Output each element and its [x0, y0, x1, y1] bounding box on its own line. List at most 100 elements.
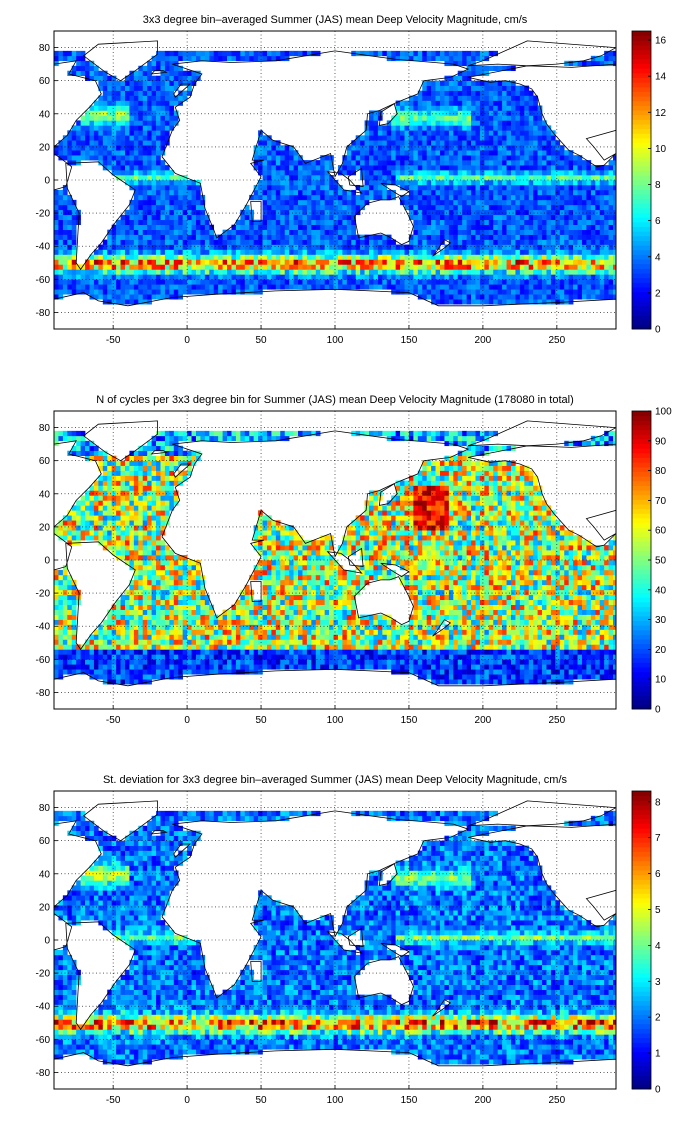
heat-cell [408, 180, 414, 186]
heat-cell [377, 145, 383, 151]
heat-cell [337, 184, 343, 191]
heat-cell [524, 105, 530, 111]
heat-cell [333, 274, 339, 280]
heat-cell [293, 199, 299, 206]
heat-cell [417, 239, 423, 245]
heat-cell [515, 135, 521, 141]
heat-cell [120, 599, 126, 605]
heat-cell [564, 60, 569, 67]
heat-cell [71, 624, 77, 630]
heat-cell [231, 229, 237, 235]
heat-cell [164, 204, 170, 211]
heat-cell [391, 55, 396, 62]
heat-cell [466, 269, 472, 275]
heat-cell [369, 140, 374, 146]
heat-cell [466, 214, 472, 221]
heat-cell [102, 80, 108, 86]
heat-cell [222, 239, 228, 245]
heat-cell [599, 189, 605, 196]
heat-cell [422, 259, 427, 265]
heat-cell [262, 170, 268, 176]
heat-cell [488, 284, 494, 290]
heat-cell [244, 229, 250, 235]
heat-cell [200, 279, 206, 285]
heat-cell [116, 170, 121, 176]
heat-cell [533, 284, 538, 290]
heat-cell [373, 264, 379, 270]
heat-cell [200, 259, 206, 265]
coastline [150, 70, 168, 75]
heat-cell [369, 120, 374, 126]
heat-cell [577, 229, 583, 235]
heat-cell [253, 234, 259, 240]
heat-cell [377, 150, 383, 156]
heat-cell [426, 140, 432, 146]
heat-cell [120, 224, 126, 230]
heat-cell [102, 649, 108, 655]
heat-cell [138, 229, 144, 235]
heat-cell [71, 589, 77, 596]
heat-cell [120, 490, 126, 496]
heat-cell [129, 160, 135, 166]
heat-cell [306, 224, 312, 230]
heat-cell [111, 249, 117, 255]
heat-cell [599, 204, 605, 211]
heat-cell [76, 435, 81, 442]
colorbar-swatch [632, 166, 651, 172]
heat-cell [604, 214, 609, 221]
heat-cell [62, 135, 68, 141]
heat-cell [164, 110, 170, 116]
heat-cell [284, 254, 290, 260]
heat-cell [506, 130, 512, 136]
heat-cell [448, 199, 454, 206]
heat-cell [324, 175, 330, 181]
heat-cell [129, 510, 135, 516]
heat-cell [404, 289, 410, 295]
heat-cell [209, 249, 215, 255]
heat-cell [440, 180, 445, 186]
heat-cell [124, 480, 130, 486]
heat-cell [253, 55, 259, 62]
heat-cell [107, 259, 112, 265]
heat-cell [80, 654, 86, 660]
heat-cell [564, 294, 569, 300]
colorbar-swatch [632, 114, 651, 120]
heat-cell [533, 155, 538, 161]
heat-cell [479, 209, 485, 216]
heat-cell [528, 155, 534, 161]
heat-cell [116, 294, 121, 300]
heat-cell [524, 239, 530, 245]
heat-cell [120, 594, 126, 601]
heat-cell [502, 189, 507, 196]
heat-cell [426, 50, 432, 57]
heat-cell [156, 50, 161, 57]
heat-cell [306, 189, 312, 196]
heat-cell [71, 125, 77, 131]
heat-cell [564, 160, 569, 166]
heat-cell [364, 184, 370, 191]
heat-cell [169, 125, 175, 131]
heat-cell [590, 259, 596, 265]
heat-cell [462, 239, 467, 245]
heat-cell [129, 219, 135, 225]
panel-1: 3x3 degree bin–averaged Summer (JAS) mea… [36, 14, 667, 346]
heat-cell [431, 284, 436, 290]
heat-cell [444, 120, 450, 126]
heat-cell [457, 289, 463, 295]
heat-cell [142, 170, 148, 176]
heat-cell [129, 209, 135, 216]
heat-cell [604, 234, 609, 240]
heat-cell [431, 170, 436, 176]
heat-cell [173, 65, 179, 72]
heat-cell [138, 249, 144, 255]
heat-cell [422, 249, 427, 255]
heat-cell [98, 140, 104, 146]
heat-cell [298, 50, 303, 57]
heat-cell [346, 274, 352, 280]
heat-cell [453, 294, 459, 300]
heat-cell [515, 90, 521, 96]
heat-cell [502, 264, 507, 270]
heat-cell [62, 624, 68, 630]
heat-cell [124, 545, 130, 551]
heat-cell [156, 219, 161, 225]
